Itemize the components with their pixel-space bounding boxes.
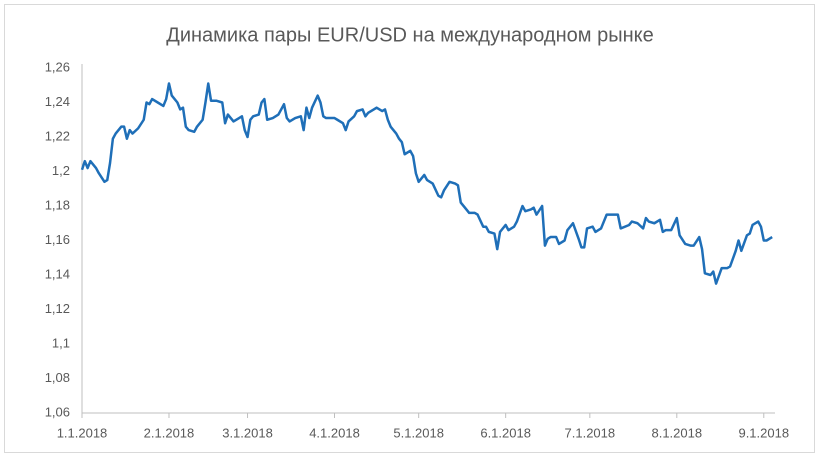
x-tick-label: 4.1.2018 <box>309 425 360 440</box>
x-tick-label: 8.1.2018 <box>651 425 702 440</box>
y-tick-label: 1,08 <box>45 370 70 385</box>
x-tick-label: 1.1.2018 <box>57 425 108 440</box>
y-tick-label: 1,06 <box>45 404 70 419</box>
x-tick-label: 3.1.2018 <box>222 425 273 440</box>
y-tick-label: 1,16 <box>45 232 70 247</box>
y-tick-label: 1,14 <box>45 266 70 281</box>
y-tick-label: 1,24 <box>45 94 70 109</box>
chart-title: Динамика пары EUR/USD на международном р… <box>166 24 653 46</box>
x-tick-label: 5.1.2018 <box>393 425 444 440</box>
y-tick-label: 1,26 <box>45 59 70 74</box>
y-tick-label: 1,12 <box>45 301 70 316</box>
x-tick-label: 7.1.2018 <box>565 425 616 440</box>
y-tick-label: 1,2 <box>52 163 70 178</box>
x-tick-label: 2.1.2018 <box>144 425 195 440</box>
line <box>80 82 773 285</box>
x-tick-label: 9.1.2018 <box>738 425 789 440</box>
y-tick-label: 1,22 <box>45 128 70 143</box>
y-tick-label: 1,1 <box>52 335 70 350</box>
y-tick-label: 1,18 <box>45 197 70 212</box>
chart-frame <box>4 4 815 453</box>
x-tick-label: 6.1.2018 <box>480 425 531 440</box>
